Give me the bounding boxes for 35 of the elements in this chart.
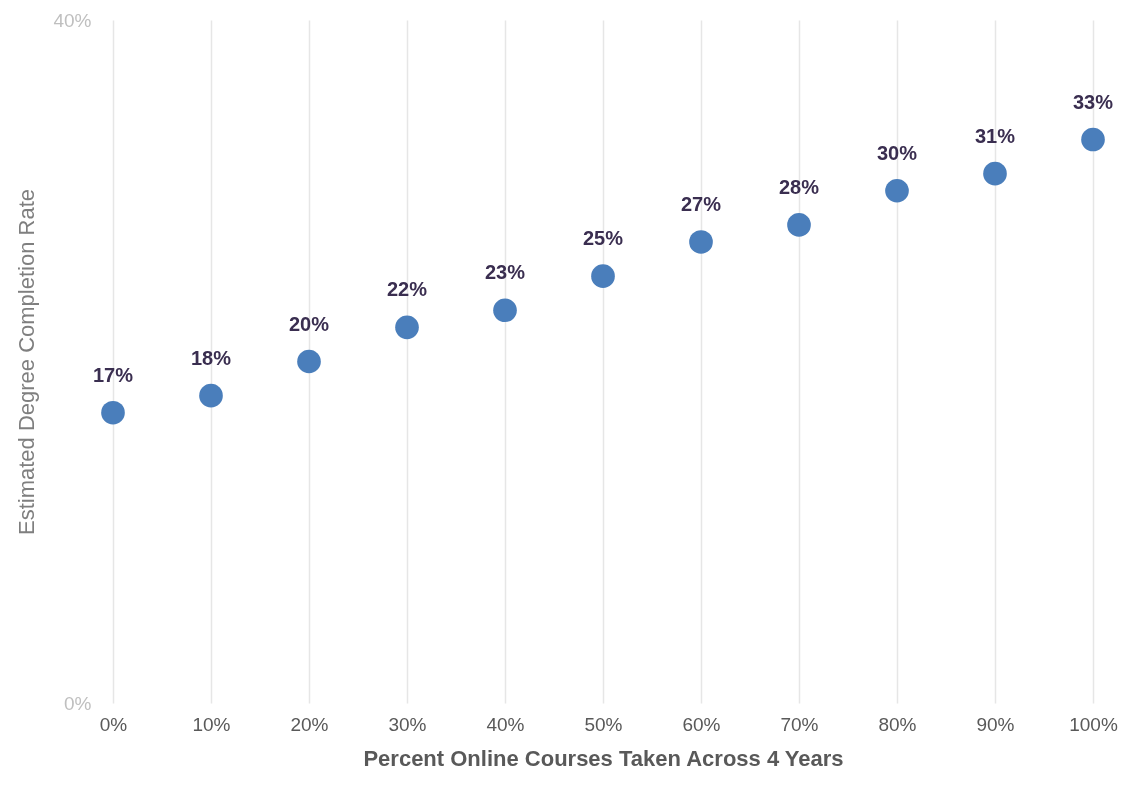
data-label: 23% [484,261,526,284]
x-tick-label: 50% [584,713,623,735]
y-axis-title: Estimated Degree Completion Rate [14,188,40,536]
x-tick-label: 30% [388,713,427,735]
x-tick-label: 40% [486,713,525,735]
point [983,161,1007,186]
point [199,383,223,408]
data-label: 27% [680,192,722,215]
point [1081,127,1105,152]
x-tick-label: 60% [682,713,721,735]
x-tick-label: 80% [878,713,917,735]
x-tick-label: 70% [780,713,819,735]
point [689,230,713,254]
point [885,178,909,203]
data-label: 25% [582,227,624,250]
x-tick-label: 10% [192,713,231,735]
point [395,315,419,340]
data-label: 28% [778,175,820,198]
point [787,213,811,237]
data-label: 30% [876,141,918,164]
x-tick-label: 20% [290,713,329,735]
data-label: 17% [92,363,134,386]
data-label: 33% [1072,90,1114,113]
x-tick-label: 100% [1069,713,1118,735]
point [591,264,615,288]
x-tick-label: 90% [976,713,1015,735]
data-label: 18% [190,346,232,369]
data-label: 20% [288,312,330,335]
data-label: 31% [974,124,1016,147]
point [101,400,125,425]
x-tick-label: 0% [99,713,128,735]
data-label: 22% [386,278,428,301]
x-axis-title: Percent Online Courses Taken Across 4 Years [363,745,844,771]
point [493,298,517,323]
point [297,349,321,374]
